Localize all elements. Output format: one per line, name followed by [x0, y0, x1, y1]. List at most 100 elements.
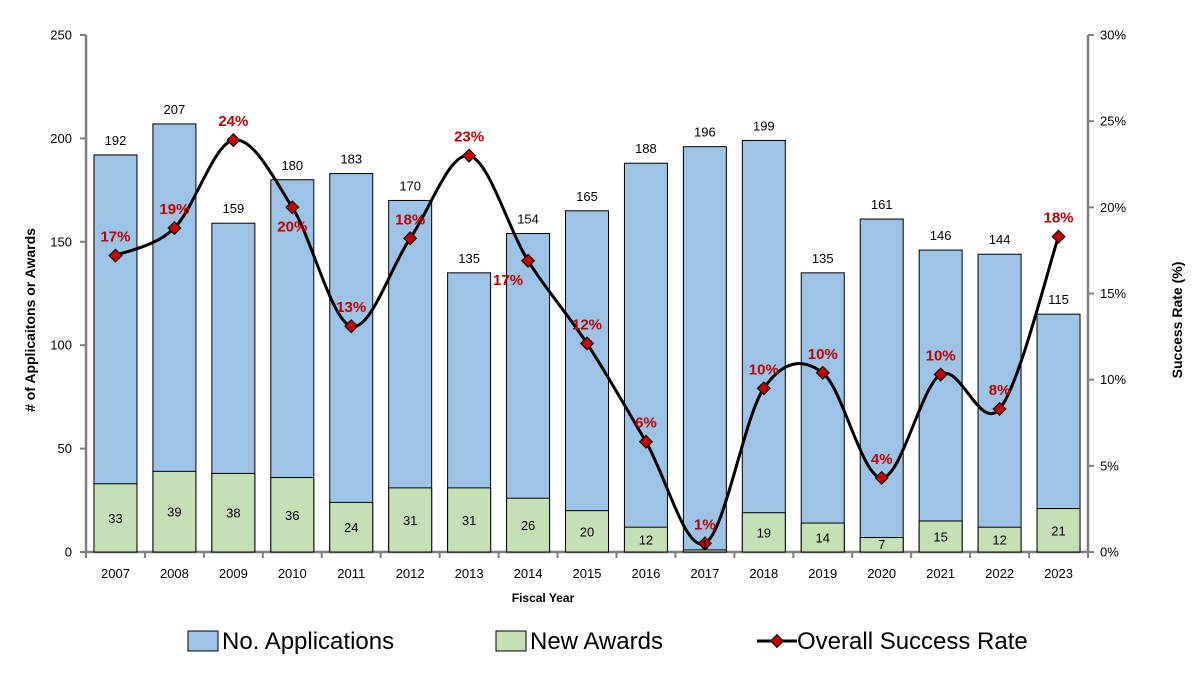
award-bar: [152, 470, 197, 553]
y-tick-label: 100: [50, 338, 72, 353]
y-axis-title: # of Applicaitons or Awards: [22, 228, 38, 412]
success-rate-marker: [992, 401, 1007, 417]
award-bar: [506, 497, 551, 553]
award-value-label: 7: [878, 537, 885, 552]
success-rate-marker: [226, 133, 241, 148]
x-tick-label: 2022: [985, 566, 1014, 581]
success-rate-marker: [520, 253, 536, 268]
legend-label-awards: New Awards: [530, 628, 663, 655]
success-rate-label: 17%: [493, 272, 523, 289]
success-rate-label: 6%: [635, 415, 657, 432]
application-value-label: 135: [458, 251, 480, 266]
award-bar: [918, 520, 963, 553]
application-bar: [741, 139, 786, 553]
success-rate-label: 10%: [808, 346, 838, 363]
award-value-label: 39: [167, 505, 181, 520]
success-rate-marker: [285, 200, 300, 215]
y-tick-label: 50: [58, 441, 72, 456]
award-value-label: 12: [992, 533, 1006, 548]
award-value-label: 26: [521, 518, 535, 533]
award-bar: [1036, 508, 1081, 553]
award-bar: [800, 522, 845, 553]
award-bar: [93, 483, 138, 553]
y2-tick-label: 5%: [1100, 458, 1119, 473]
success-rate-marker: [638, 434, 654, 449]
x-tick-label: 2021: [926, 566, 955, 581]
award-value-label: 31: [462, 513, 476, 528]
x-tick-label: 2017: [690, 566, 719, 581]
success-rate-line: [108, 133, 1066, 551]
application-value-label: 192: [105, 133, 127, 148]
award-value-label: 36: [285, 508, 299, 523]
award-bar: [388, 487, 433, 553]
success-rate-label: 4%: [871, 451, 893, 468]
y-tick-label: 0: [65, 545, 72, 560]
y2-tick-label: 30%: [1100, 28, 1126, 43]
award-value-label: 38: [226, 506, 240, 521]
application-value-label: 188: [635, 141, 657, 156]
award-bar: [447, 487, 492, 553]
y2-tick-label: 0%: [1100, 545, 1119, 560]
x-tick-label: 2016: [631, 566, 660, 581]
success-rate-label: 18%: [1044, 210, 1074, 227]
award-value-label: 19: [757, 525, 771, 540]
x-tick-label: 2007: [101, 566, 130, 581]
success-rate-label: 20%: [277, 218, 307, 235]
application-value-label: 199: [753, 118, 775, 133]
application-value-label: 154: [517, 212, 539, 227]
success-rate-label: 18%: [395, 211, 425, 228]
success-rate-label: 24%: [218, 113, 248, 130]
award-bar: [211, 472, 256, 553]
award-value-label: 31: [403, 513, 417, 528]
application-bar: [329, 173, 374, 553]
success-rate-label: 13%: [336, 299, 366, 316]
award-bar: [977, 526, 1022, 553]
application-value-label: 183: [340, 152, 362, 167]
application-value-label: 115: [1048, 292, 1069, 307]
y2-tick-label: 25%: [1100, 114, 1126, 129]
application-bar: [565, 210, 609, 553]
x-tick-label: 2020: [867, 566, 896, 581]
application-value-label: 161: [871, 197, 893, 212]
application-bar: [918, 249, 963, 553]
application-value-label: 146: [930, 228, 952, 243]
success-rate-label: 12%: [572, 316, 602, 333]
application-value-label: 135: [812, 251, 834, 266]
award-value-label: 14: [816, 531, 830, 546]
y-tick-label: 200: [50, 131, 72, 146]
success-rate-marker: [403, 231, 418, 246]
application-value-label: 207: [164, 102, 186, 117]
success-rate-marker: [756, 381, 771, 396]
legend-swatch-awards: [495, 630, 527, 652]
success-rate-label: 10%: [749, 361, 779, 378]
award-value-label: 21: [1051, 523, 1065, 538]
award-bar: [741, 512, 786, 553]
x-tick-label: 2023: [1044, 566, 1073, 581]
success-rate-label: 10%: [926, 347, 956, 364]
award-value-label: 33: [108, 511, 122, 526]
application-bar: [682, 146, 727, 553]
success-rate-marker: [167, 220, 182, 236]
x-tick-label: 2011: [337, 566, 365, 581]
legend-label-applications: No. Applications: [222, 628, 394, 655]
success-rate-label: 19%: [159, 201, 189, 218]
success-rate-marker: [697, 536, 712, 551]
application-value-label: 144: [989, 232, 1011, 247]
x-tick-label: 2015: [573, 566, 602, 581]
y-tick-label: 150: [50, 234, 72, 249]
success-rate-marker: [108, 248, 123, 263]
success-rate-label: 23%: [454, 129, 484, 146]
success-rate-marker: [874, 470, 889, 485]
x-tick-label: 2009: [219, 566, 248, 581]
award-bar: [859, 537, 904, 553]
legend-swatch-marker: [769, 633, 785, 649]
legend-label-success-rate: Overall Success Rate: [797, 628, 1028, 655]
application-value-label: 196: [694, 125, 716, 140]
y-tick-label: 250: [50, 28, 72, 43]
application-value-label: 180: [281, 158, 303, 173]
success-rate-marker: [579, 336, 595, 351]
award-value-label: 15: [933, 529, 947, 544]
success-rate-label: 17%: [100, 229, 130, 246]
